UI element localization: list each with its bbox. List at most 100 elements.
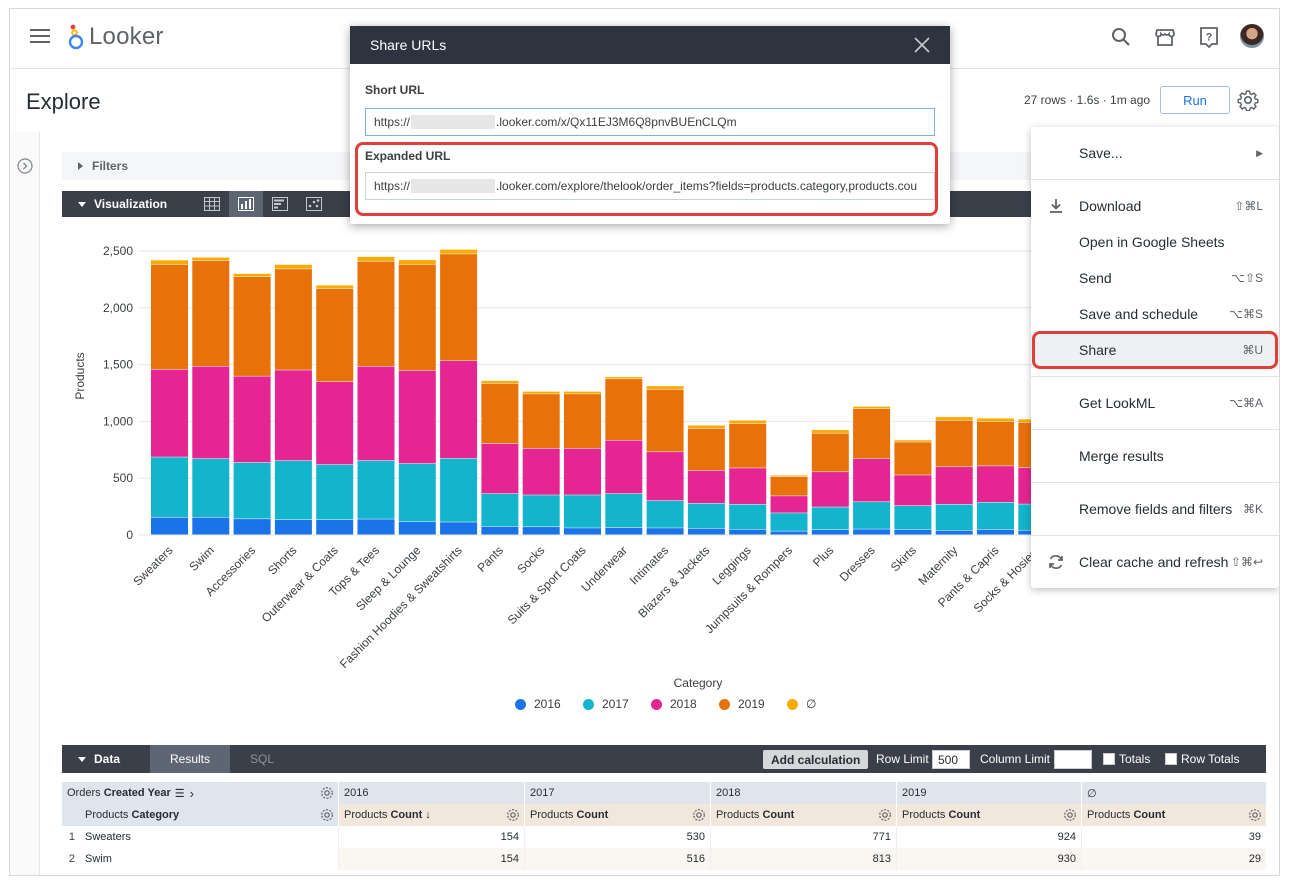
bar-segment[interactable] [977, 502, 1014, 530]
bar-segment[interactable] [687, 528, 725, 535]
bar-segment[interactable] [977, 466, 1014, 503]
bar-segment[interactable] [440, 360, 478, 459]
bar-segment[interactable] [440, 254, 478, 361]
measure-header[interactable]: Products Count [897, 804, 1082, 826]
bar-segment[interactable] [192, 257, 230, 261]
bar-segment[interactable] [770, 496, 808, 513]
bar-segment[interactable] [398, 264, 436, 371]
bar-segment[interactable] [316, 288, 354, 382]
bar-segment[interactable] [233, 273, 271, 277]
gear-icon[interactable] [878, 808, 892, 822]
bar-segment[interactable] [853, 458, 891, 502]
menu-item-get-lookml[interactable]: Get LookML ⌥⌘A [1031, 385, 1279, 421]
bar-segment[interactable] [811, 530, 849, 535]
data-toggle[interactable]: Data [78, 745, 120, 773]
row-totals-checkbox[interactable] [1165, 753, 1177, 765]
menu-item-clear-cache-refresh[interactable]: Clear cache and refresh ⇧⌘↩ [1031, 544, 1279, 580]
bar-segment[interactable] [687, 428, 725, 471]
bar-segment[interactable] [274, 460, 312, 520]
marketplace-icon[interactable] [1153, 25, 1177, 49]
column-limit-input[interactable] [1054, 750, 1092, 769]
bar-segment[interactable] [935, 417, 973, 420]
menu-item-save-and-schedule[interactable]: Save and schedule ⌥⌘S [1031, 296, 1279, 332]
bar-segment[interactable] [151, 517, 188, 535]
bar-segment[interactable] [564, 391, 601, 394]
bar-segment[interactable] [192, 366, 230, 459]
bar-segment[interactable] [357, 460, 395, 519]
bar-segment[interactable] [481, 493, 519, 527]
bar-segment[interactable] [605, 377, 643, 379]
legend-item[interactable]: 2017 [583, 697, 629, 711]
bar-segment[interactable] [894, 442, 932, 475]
bar-segment[interactable] [274, 264, 312, 269]
bar-segment[interactable] [316, 520, 354, 535]
menu-item-remove-fields-filters[interactable]: Remove fields and filters ⌘K [1031, 491, 1279, 527]
bar-segment[interactable] [646, 500, 684, 528]
bar-segment[interactable] [605, 379, 643, 440]
bar-segment[interactable] [853, 406, 891, 409]
menu-item-send[interactable]: Send ⌥⇧S [1031, 260, 1279, 296]
bar-segment[interactable] [233, 462, 271, 519]
bar-segment[interactable] [935, 420, 973, 467]
bar-segment[interactable] [687, 470, 725, 504]
gear-icon[interactable] [320, 808, 334, 822]
bar-segment[interactable] [646, 386, 684, 390]
bar-segment[interactable] [977, 418, 1014, 422]
legend-item[interactable]: 2016 [515, 697, 561, 711]
totals-checkbox[interactable] [1103, 753, 1115, 765]
bar-segment[interactable] [894, 475, 932, 506]
bar-segment[interactable] [151, 260, 188, 265]
gear-icon[interactable] [1237, 89, 1259, 111]
bar-segment[interactable] [564, 495, 601, 528]
bar-segment[interactable] [481, 526, 519, 535]
bar-segment[interactable] [357, 366, 395, 461]
gear-icon[interactable] [1248, 808, 1262, 822]
gear-icon[interactable] [1063, 808, 1077, 822]
bar-segment[interactable] [440, 522, 478, 535]
menu-item-open-google-sheets[interactable]: Open in Google Sheets [1031, 224, 1279, 260]
bar-segment[interactable] [770, 513, 808, 531]
avatar[interactable] [1240, 24, 1264, 48]
bar-segment[interactable] [316, 285, 354, 289]
bar-segment[interactable] [935, 504, 973, 531]
expand-panel-icon[interactable] [17, 158, 33, 174]
bar-segment[interactable] [729, 529, 767, 535]
bar-segment[interactable] [316, 464, 354, 520]
bar-segment[interactable] [605, 527, 643, 535]
menu-item-save[interactable]: Save... ▶ [1031, 135, 1279, 171]
bar-segment[interactable] [646, 528, 684, 535]
bar-segment[interactable] [274, 370, 312, 461]
dimension-header[interactable]: Products Category [80, 804, 339, 826]
bar-segment[interactable] [853, 529, 891, 535]
bar-segment[interactable] [440, 249, 478, 254]
bar-segment[interactable] [853, 502, 891, 529]
category-cell[interactable]: Swim [80, 848, 339, 870]
bar-segment[interactable] [687, 425, 725, 429]
bar-segment[interactable] [192, 458, 230, 518]
bar-segment[interactable] [894, 440, 932, 442]
bar-segment[interactable] [522, 391, 560, 394]
bar-segment[interactable] [977, 529, 1014, 535]
bar-segment[interactable] [811, 507, 849, 530]
bar-segment[interactable] [192, 517, 230, 535]
close-icon[interactable] [913, 36, 931, 54]
gear-icon[interactable] [506, 808, 520, 822]
search-icon[interactable] [1109, 25, 1133, 49]
measure-header[interactable]: Products Count [525, 804, 711, 826]
bar-segment[interactable] [935, 467, 973, 505]
column-chart-icon[interactable] [229, 191, 263, 217]
tab-sql[interactable]: SQL [249, 752, 274, 766]
bar-segment[interactable] [233, 277, 271, 376]
bar-segment[interactable] [398, 370, 436, 464]
short-url-field[interactable]: https:// .looker.com/x/Qx11EJ3M6Q8pnvBUEn… [365, 108, 935, 136]
bar-segment[interactable] [233, 519, 271, 535]
tab-results[interactable]: Results [150, 745, 230, 773]
bar-segment[interactable] [481, 380, 519, 384]
bar-segment[interactable] [522, 394, 560, 449]
bar-segment[interactable] [151, 457, 188, 518]
bar-segment[interactable] [440, 458, 478, 522]
bar-segment[interactable] [646, 452, 684, 501]
gear-icon[interactable] [692, 808, 706, 822]
looker-logo[interactable]: Looker [67, 21, 164, 53]
bar-segment[interactable] [811, 430, 849, 433]
